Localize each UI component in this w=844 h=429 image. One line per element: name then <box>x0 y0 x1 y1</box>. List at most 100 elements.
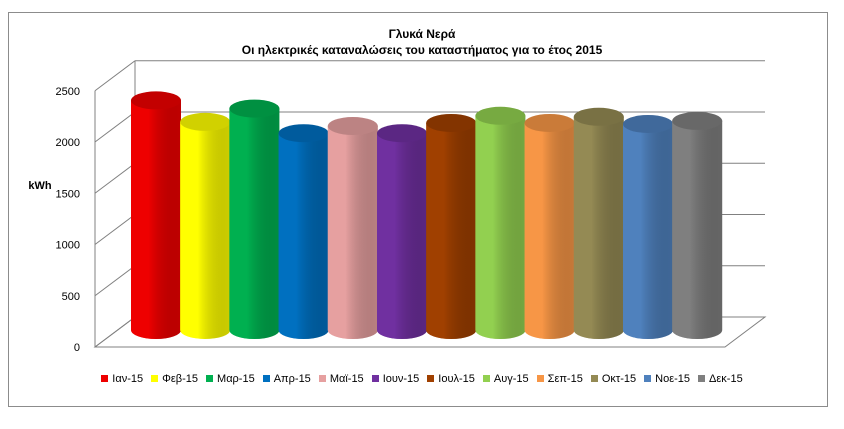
bar-shade <box>672 120 723 340</box>
bar-shade <box>524 122 575 339</box>
bar-shade <box>573 116 624 339</box>
bar-shade <box>475 115 526 340</box>
legend-swatch <box>427 374 435 382</box>
bar-Φεβ-15 <box>180 112 231 339</box>
legend-label: Απρ-15 <box>273 373 311 385</box>
bar-top-shade <box>623 114 673 133</box>
legend-label: Αυγ-15 <box>493 373 529 385</box>
bar-top <box>524 113 575 132</box>
bar-Απρ-15 <box>278 124 329 339</box>
chart-title-block: Γλυκά Νερά Οι ηλεκτρικές καταναλώσεις το… <box>0 26 844 58</box>
y-tick-label: 2000 <box>56 137 80 149</box>
legend-swatch <box>262 374 270 382</box>
legend-item: Απρ-15 <box>262 373 311 385</box>
legend-item: Σεπ-15 <box>536 373 583 385</box>
y-axis-label: kWh <box>28 180 52 192</box>
legend: Ιαν-15 Φεβ-15 Μαρ-15 Απρ-15 Μαϊ-15 Ιουν-15 Ιου… <box>0 373 844 385</box>
y-tick-label: 0 <box>74 342 80 354</box>
legend-label: Φεβ-15 <box>162 373 199 385</box>
legend-swatch <box>536 374 544 382</box>
bar-shade <box>377 133 427 339</box>
bar-Μαρ-15 <box>229 99 280 339</box>
legend-label: Οκτ-15 <box>601 373 637 385</box>
legend-swatch <box>590 374 598 382</box>
chart-subtitle: Οι ηλεκτρικές καταναλώσεις του καταστήμα… <box>241 43 603 57</box>
bar-Ιουλ-15 <box>426 113 477 339</box>
legend-swatch <box>151 374 159 382</box>
legend-swatch <box>101 374 109 382</box>
bar-Ιουν-15 <box>377 124 427 339</box>
legend-swatch <box>482 374 490 382</box>
bar-top <box>426 113 477 132</box>
legend-item: Δεκ-15 <box>698 373 743 385</box>
bar-Δεκ-15 <box>672 111 723 340</box>
bar-top <box>278 124 329 143</box>
legend-label: Μαρ-15 <box>217 373 255 385</box>
bar-top-shade <box>377 124 427 143</box>
bar-top-shade <box>131 91 181 110</box>
bar-top-shade <box>672 111 723 130</box>
y-tick-label: 1000 <box>56 240 80 252</box>
gridline-diag <box>94 316 136 348</box>
legend-label: Δεκ-15 <box>709 373 743 385</box>
bar-Ιαν-15 <box>131 91 181 340</box>
y-tick-label: 1500 <box>56 188 80 200</box>
y-tick-label: 500 <box>62 291 80 303</box>
bar-top <box>180 112 231 131</box>
bar-shade <box>278 133 329 339</box>
bar-top-shade <box>426 113 477 132</box>
bar-shade <box>426 122 477 339</box>
bar-shade <box>327 126 378 340</box>
bar-top <box>623 114 673 133</box>
legend-swatch <box>206 374 214 382</box>
bar-top-shade <box>229 99 280 118</box>
legend-label: Ιουν-15 <box>382 373 420 385</box>
legend-item: Ιουλ-15 <box>427 373 475 385</box>
bar-top-shade <box>180 112 231 131</box>
gridline-diag <box>94 60 136 92</box>
legend-item: Νοε-15 <box>644 373 690 385</box>
bar-shade <box>229 108 280 339</box>
bar-shade <box>180 121 231 339</box>
legend-label: Ιαν-15 <box>112 373 144 385</box>
legend-item: Μαϊ-15 <box>318 373 364 385</box>
bar-top <box>573 107 624 126</box>
y-axis-ticks: 0 500 1000 1500 2000 2500 <box>56 86 80 354</box>
bars <box>131 91 723 340</box>
bar-top-shade <box>327 117 378 136</box>
bar-top <box>229 99 280 118</box>
bar-top-shade <box>573 107 624 126</box>
gridline-diag <box>94 111 136 143</box>
bar-Οκτ-15 <box>573 107 624 339</box>
bar-Αυγ-15 <box>475 106 526 340</box>
gridline-diag <box>94 162 136 194</box>
legend-swatch <box>698 374 706 382</box>
legend-item: Οκτ-15 <box>590 373 637 385</box>
bar-top <box>672 111 723 130</box>
bar-shade <box>131 100 181 340</box>
bar-top <box>475 106 526 125</box>
legend-label: Σεπ-15 <box>547 373 583 385</box>
legend-item: Αυγ-15 <box>482 373 529 385</box>
y-tick-label: 2500 <box>56 86 80 98</box>
bar-top <box>327 117 378 136</box>
legend-item: Φεβ-15 <box>151 373 198 385</box>
bar-top <box>377 124 427 143</box>
bar-shade <box>623 123 673 339</box>
gridline-diag <box>94 214 136 245</box>
bar-Μαϊ-15 <box>327 117 378 340</box>
bar-Νοε-15 <box>623 114 673 339</box>
bar-top-shade <box>278 124 329 143</box>
legend-swatch <box>371 374 379 382</box>
chart-title: Γλυκά Νερά <box>388 27 456 41</box>
legend-item: Ιουν-15 <box>371 373 420 385</box>
bar-top-shade <box>524 113 575 132</box>
bar-top <box>131 91 181 110</box>
legend-swatch <box>318 374 326 382</box>
legend-label: Ιουλ-15 <box>438 373 475 385</box>
legend-item: Μαρ-15 <box>206 373 255 385</box>
bar-top-shade <box>475 106 526 125</box>
gridline-diag <box>94 265 136 297</box>
legend-item: Ιαν-15 <box>101 373 143 385</box>
